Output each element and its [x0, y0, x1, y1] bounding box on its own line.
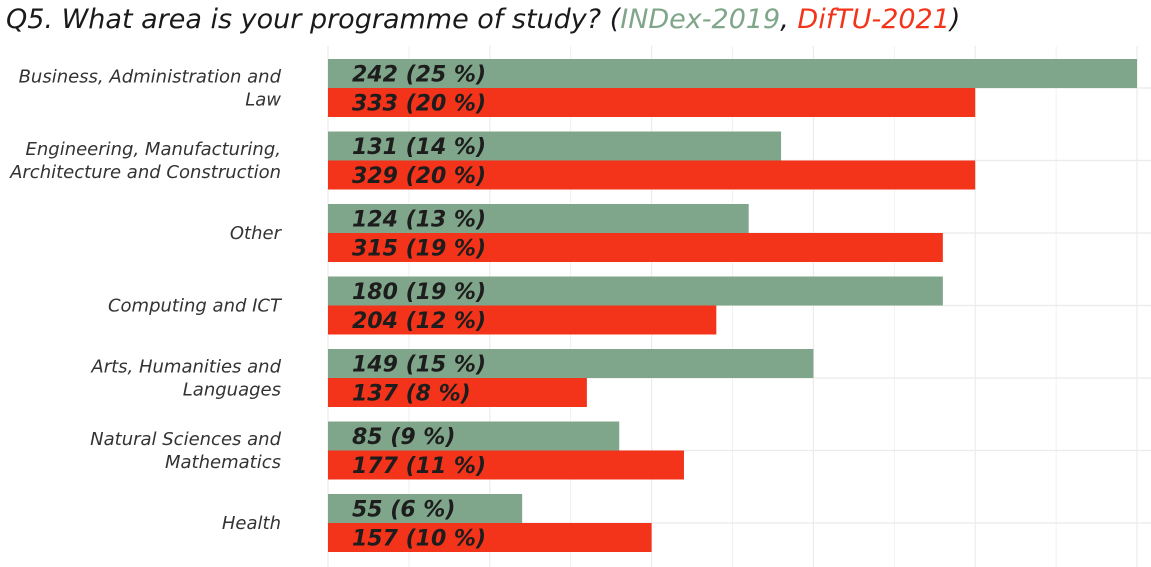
bar-label-diftu-2021: 137 (8 %) [352, 382, 471, 407]
bar-index-2019 [328, 59, 1137, 88]
bar-label-diftu-2021: 315 (19 %) [352, 237, 486, 262]
category-label-line: Mathematics [165, 452, 281, 473]
category-label-line: Other [230, 223, 283, 244]
bar-label-index-2019: 242 (25 %) [352, 63, 486, 88]
bar-label-index-2019: 149 (15 %) [352, 353, 486, 378]
category-labels: Business, Administration and Law Engineeri… [9, 67, 283, 535]
title-series-index-2019: INDex-2019 [620, 4, 780, 35]
bar-diftu-2021 [328, 160, 976, 190]
category-label: Natural Sciences and Mathematics [90, 429, 281, 473]
category-label-line: Architecture and Construction [9, 162, 281, 183]
bar-index-2019 [328, 349, 814, 378]
bar-label-index-2019: 85 (9 %) [352, 425, 455, 450]
category-label: Other [230, 223, 283, 244]
category-label: Computing and ICT [108, 296, 283, 317]
bar-label-diftu-2021: 333 (20 %) [352, 92, 486, 117]
title-series-diftu-2021: DifTU-2021 [797, 4, 950, 35]
category-label-line: Natural Sciences and [90, 429, 281, 450]
category-label-line: Law [245, 90, 281, 111]
title-prefix: Q5. What area is your programme of study… [6, 4, 622, 35]
bar-index-2019 [328, 494, 523, 523]
bar-label-index-2019: 131 (14 %) [352, 135, 486, 160]
title-separator: , [780, 4, 797, 35]
bar-index-2019 [328, 421, 620, 451]
bar-index-2019 [328, 276, 943, 306]
bar-diftu-2021 [328, 523, 652, 552]
title-suffix: ) [948, 4, 961, 35]
bar-index-2019 [328, 131, 782, 161]
category-label: Health [222, 513, 281, 534]
category-label-line: Engineering, Manufacturing, [25, 139, 281, 160]
bar-label-index-2019: 180 (19 %) [352, 280, 486, 305]
category-label: Arts, Humanities and Languages [90, 357, 281, 401]
bar-label-diftu-2021: 177 (11 %) [352, 454, 486, 479]
bars [328, 59, 1137, 552]
category-label-line: Computing and ICT [108, 296, 283, 317]
bar-diftu-2021 [328, 378, 587, 407]
bar-label-diftu-2021: 157 (10 %) [352, 527, 486, 552]
bar-diftu-2021 [328, 88, 976, 117]
category-label-line: Business, Administration and [19, 67, 282, 88]
category-label-line: Health [222, 513, 281, 534]
bar-label-diftu-2021: 204 (12 %) [352, 309, 486, 334]
bar-label-index-2019: 55 (6 %) [352, 498, 455, 523]
bar-label-diftu-2021: 329 (20 %) [352, 164, 486, 189]
bar-diftu-2021 [328, 305, 717, 335]
category-label: Engineering, Manufacturing, Architecture … [9, 139, 281, 183]
bar-labels: 242 (25 %) 131 (14 %) 124 (13 %) 180 (19 %)… [352, 63, 486, 552]
bar-diftu-2021 [328, 233, 943, 262]
category-label-line: Arts, Humanities and [90, 357, 281, 378]
bar-label-index-2019: 124 (13 %) [352, 208, 486, 233]
category-label: Business, Administration and Law [19, 67, 282, 111]
bar-index-2019 [328, 204, 749, 233]
chart-title: Q5. What area is your programme of study… [6, 4, 960, 35]
category-label-line: Languages [183, 380, 281, 401]
bar-diftu-2021 [328, 450, 684, 480]
